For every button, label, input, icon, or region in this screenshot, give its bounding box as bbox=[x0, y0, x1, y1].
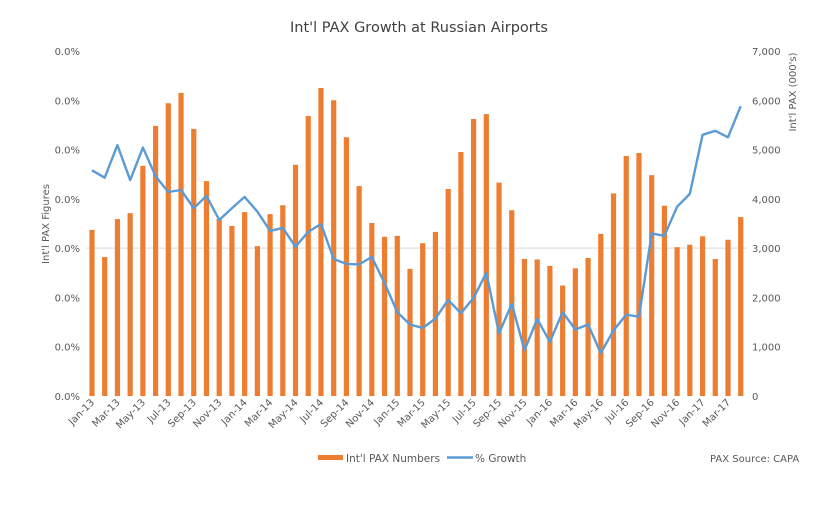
right-tick-label: 2,000 bbox=[752, 293, 781, 304]
bar bbox=[280, 205, 286, 396]
left-tick-label: 0.0% bbox=[55, 146, 80, 157]
chart-title: Int'l PAX Growth at Russian Airports bbox=[290, 20, 548, 36]
source-note: PAX Source: CAPA bbox=[710, 454, 799, 465]
bar-series bbox=[89, 87, 744, 397]
x-tick-label: Mar-17 bbox=[701, 397, 733, 429]
bar bbox=[598, 233, 604, 396]
right-axis: 0 1,000 2,000 3,000 4,000 5,000 6,000 7,000 bbox=[752, 47, 781, 403]
left-tick-label: 0.0% bbox=[55, 392, 80, 403]
bar bbox=[649, 175, 655, 396]
bar bbox=[572, 268, 578, 396]
bar bbox=[292, 164, 299, 396]
bar bbox=[369, 223, 375, 396]
bar bbox=[661, 205, 667, 396]
bar bbox=[623, 155, 629, 396]
left-tick-label: 0.0% bbox=[55, 343, 80, 354]
bar bbox=[381, 236, 388, 396]
right-axis-title: Int'l PAX (000's) bbox=[788, 52, 799, 131]
bar bbox=[496, 182, 502, 396]
right-tick-label: 3,000 bbox=[752, 244, 781, 255]
right-tick-label: 4,000 bbox=[752, 195, 781, 206]
bar bbox=[636, 153, 642, 396]
bar bbox=[191, 128, 197, 396]
bar bbox=[331, 100, 337, 397]
left-tick-label: 0.0% bbox=[55, 244, 80, 255]
bar bbox=[127, 213, 133, 396]
bar bbox=[458, 152, 464, 396]
left-tick-label: 0.0% bbox=[55, 96, 80, 107]
bar bbox=[699, 236, 706, 396]
x-tick-label: Nov-13 bbox=[191, 397, 224, 430]
bar bbox=[534, 259, 540, 396]
left-tick-label: 0.0% bbox=[55, 195, 80, 206]
bar bbox=[420, 243, 426, 396]
x-tick-label: Nov-14 bbox=[344, 397, 377, 430]
bar bbox=[407, 268, 413, 396]
right-tick-label: 0 bbox=[752, 392, 758, 403]
bar bbox=[178, 92, 184, 397]
left-axis: 0.0% 0.0% 0.0% 0.0% 0.0% 0.0% 0.0% 0.0% bbox=[55, 47, 80, 403]
right-tick-label: 5,000 bbox=[752, 146, 781, 157]
bar bbox=[229, 225, 235, 396]
bar bbox=[445, 189, 451, 396]
right-tick-label: 7,000 bbox=[752, 47, 781, 58]
bar bbox=[165, 103, 171, 396]
bar bbox=[560, 285, 566, 396]
bar bbox=[483, 114, 489, 396]
right-tick-label: 6,000 bbox=[752, 96, 781, 107]
line-series bbox=[91, 105, 742, 355]
bar bbox=[610, 193, 617, 396]
bar bbox=[712, 258, 718, 396]
legend-label-bars: Int'l PAX Numbers bbox=[346, 453, 440, 465]
bar bbox=[521, 258, 528, 396]
bar bbox=[318, 87, 324, 396]
bar bbox=[674, 247, 680, 396]
right-tick-label: 1,000 bbox=[752, 343, 781, 354]
left-axis-title: Int'l PAX Figures bbox=[41, 184, 52, 264]
bar bbox=[471, 119, 477, 396]
legend-swatch-bars bbox=[318, 455, 343, 460]
bar bbox=[738, 217, 744, 396]
bar bbox=[242, 212, 248, 396]
bar bbox=[114, 219, 121, 396]
bar bbox=[89, 229, 95, 396]
left-tick-label: 0.0% bbox=[55, 47, 80, 58]
x-tick-label: Nov-15 bbox=[497, 397, 530, 430]
legend: Int'l PAX Numbers % Growth bbox=[318, 453, 526, 465]
bar bbox=[432, 231, 439, 396]
bar bbox=[725, 239, 731, 396]
x-tick-label: Nov-16 bbox=[649, 397, 682, 430]
bar bbox=[254, 246, 260, 396]
bar bbox=[203, 181, 210, 396]
bar bbox=[687, 244, 693, 396]
legend-label-line: % Growth bbox=[475, 453, 526, 465]
bar bbox=[216, 219, 222, 396]
bar bbox=[343, 137, 349, 396]
left-tick-label: 0.0% bbox=[55, 293, 80, 304]
bar bbox=[102, 257, 108, 396]
bar bbox=[267, 214, 273, 396]
bar bbox=[547, 265, 553, 396]
x-axis: Jan-13Mar-13May-13Jul-13Sep-13Nov-13Jan-… bbox=[66, 397, 733, 431]
bar bbox=[153, 125, 159, 397]
bar bbox=[305, 116, 311, 397]
bar bbox=[394, 235, 400, 396]
bar bbox=[356, 186, 362, 396]
growth-line bbox=[91, 105, 742, 355]
bar bbox=[140, 165, 146, 396]
